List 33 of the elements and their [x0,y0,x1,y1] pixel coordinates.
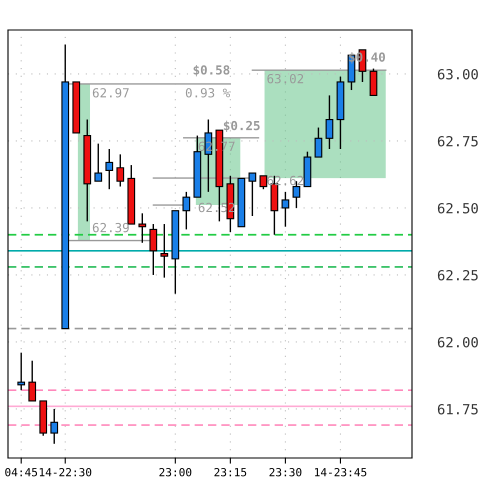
candlestick [260,175,268,190]
candlestick [28,360,36,402]
candlestick [182,191,190,230]
annotation: $0.58 [194,64,230,76]
candlestick [248,172,256,217]
candlestick [282,191,290,228]
candlestick [149,223,158,276]
candlestick [94,142,102,182]
x-tick-label: 14-23:45 [315,468,366,476]
y-tick-label: 62.50 [438,202,478,214]
x-tick-label: 14-22:30 [40,468,92,476]
candlestick [116,154,124,188]
annotation: 0.93 % [186,88,230,98]
candlestick [50,408,58,444]
annotation: 62.39 [92,222,129,232]
candlestick [160,223,168,278]
x-tick-label: 23:00 [159,468,192,476]
candlestick [17,352,26,391]
candlestick [326,94,334,150]
y-tick-label: 62.25 [438,270,478,280]
x-tick-label: 23:30 [270,468,302,476]
x-tick-label: 04:45 [5,468,38,476]
y-tick-label: 63.00 [438,68,478,80]
annotation: $0.25 [224,120,260,132]
y-tick-label: 61.75 [438,404,478,414]
annotation: 63.02 [267,74,304,84]
y-tick-label: 62.00 [438,336,478,348]
x-tick-label: 23:15 [214,468,246,476]
candlestick [138,212,146,244]
y-tick-label: 62.75 [438,136,478,146]
candlestick [105,148,114,190]
candlestick [314,126,322,158]
annotation: 62.97 [92,88,129,98]
